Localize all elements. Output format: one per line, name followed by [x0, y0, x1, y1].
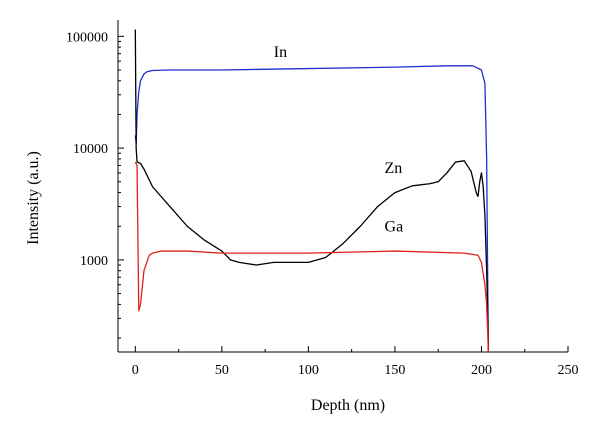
- series-line-zn: [134, 29, 490, 353]
- axes: 0 50 100 150 200 250 1000 10000 100000: [66, 20, 579, 378]
- series-line-ga: [134, 161, 490, 353]
- x-tick-label: 50: [215, 363, 229, 378]
- x-tick-label: 200: [471, 363, 492, 378]
- y-axis-title: Intensity (a.u.): [25, 151, 42, 245]
- y-tick-label: 100000: [66, 30, 108, 45]
- x-tick-label: 0: [132, 363, 139, 378]
- x-tick-label: 150: [384, 363, 405, 378]
- series-label-zn: Zn: [385, 160, 403, 177]
- series-label-in: In: [274, 44, 287, 61]
- x-axis-title: Depth (nm): [311, 397, 385, 414]
- series-layer: [134, 29, 490, 353]
- series-line-in: [134, 65, 490, 353]
- y-tick-label: 1000: [80, 254, 108, 269]
- labels-layer: In Zn Ga: [274, 44, 403, 235]
- y-tick-label: 10000: [73, 142, 108, 157]
- x-tick-label: 250: [558, 363, 579, 378]
- series-label-ga: Ga: [385, 218, 404, 235]
- x-tick-label: 100: [298, 363, 319, 378]
